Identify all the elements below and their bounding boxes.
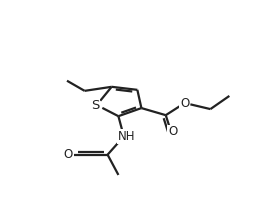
- Text: O: O: [180, 96, 189, 110]
- Text: NH: NH: [118, 130, 135, 143]
- Text: S: S: [91, 99, 100, 112]
- Text: O: O: [168, 125, 177, 139]
- Text: O: O: [64, 148, 73, 161]
